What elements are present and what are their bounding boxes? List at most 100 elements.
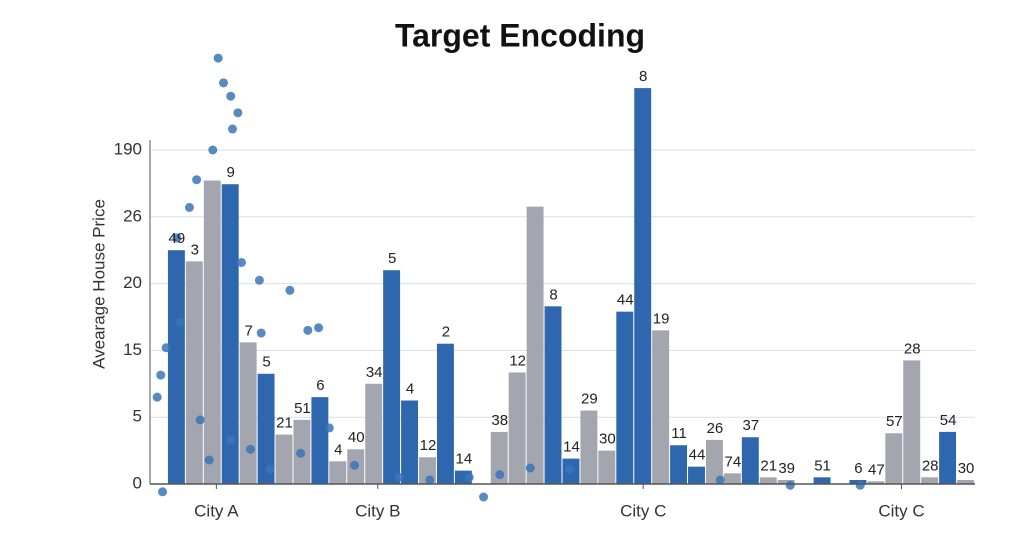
scatter-point: [226, 91, 236, 101]
bar: [670, 445, 688, 484]
bar: [688, 466, 705, 484]
bar-label: 29: [581, 390, 598, 407]
bar: [777, 479, 795, 484]
bar: [490, 431, 508, 484]
bar-label: 26: [707, 420, 724, 437]
scatter-point: [495, 470, 505, 480]
bar: [957, 479, 974, 484]
bar-label: 37: [742, 417, 759, 434]
scatter-point: [219, 78, 229, 88]
bar-label: 12: [509, 352, 526, 369]
bar: [275, 434, 293, 484]
bar-label: 47: [868, 461, 885, 478]
bar: [221, 184, 239, 484]
bar-label: 51: [814, 457, 831, 474]
bar: [329, 461, 347, 484]
scatter-point: [314, 323, 324, 333]
bar-label: 7: [244, 322, 252, 339]
bar: [759, 477, 777, 484]
bar-label: 8: [549, 286, 557, 303]
bar: [705, 439, 723, 484]
bar-label: 11: [671, 425, 687, 442]
y-tick-label: 20: [123, 273, 142, 292]
scatter-point: [184, 202, 194, 212]
bar-label: 6: [854, 460, 862, 477]
bar-label: 39: [778, 460, 795, 477]
bar-label: 3: [191, 241, 199, 258]
scatter-point: [285, 285, 295, 295]
bar: [185, 261, 203, 484]
scatter-point: [172, 233, 182, 243]
bar: [526, 206, 544, 485]
bar: [311, 397, 329, 484]
bar: [598, 450, 616, 484]
bar: [885, 433, 903, 484]
scatter-point: [245, 444, 255, 454]
scatter-point: [324, 423, 334, 433]
bar: [544, 306, 562, 484]
bar-label: 34: [366, 364, 383, 381]
bar: [634, 88, 652, 484]
bar: [365, 383, 383, 484]
bar: [383, 270, 401, 484]
scatter-point: [208, 145, 218, 155]
scatter-point: [394, 472, 404, 482]
bar: [867, 481, 885, 484]
scatter-point: [226, 435, 236, 445]
bar-label: 28: [922, 457, 939, 474]
scatter-point: [236, 257, 246, 267]
bar: [580, 410, 598, 484]
bar-label: 9: [227, 164, 235, 181]
bar: [652, 330, 670, 484]
scatter-point: [296, 448, 306, 458]
bar: [903, 360, 921, 484]
scatter-point: [175, 317, 185, 327]
scatter-point: [254, 275, 264, 285]
bar-label: 2: [442, 324, 450, 341]
scatter-point: [228, 124, 237, 134]
y-tick-label: 26: [123, 206, 142, 225]
bar: [723, 473, 741, 484]
bar-label: 38: [491, 412, 508, 429]
bar-label: 74: [725, 453, 742, 470]
scatter-point: [715, 475, 725, 485]
bar-label: 5: [388, 250, 396, 267]
bar: [401, 400, 419, 484]
bar: [167, 250, 185, 484]
bar: [436, 343, 454, 484]
bar-label: 30: [599, 431, 616, 448]
scatter-point: [265, 464, 275, 474]
scatter-point: [152, 392, 162, 402]
bar-label: 14: [563, 439, 580, 456]
scatter-point: [855, 480, 865, 490]
bar-label: 5: [262, 354, 270, 371]
bar-label: 4: [406, 380, 414, 397]
bar: [921, 477, 939, 484]
scatter-point: [213, 53, 223, 63]
scatter-point: [425, 475, 435, 485]
scatter-point: [233, 108, 243, 118]
scatter-point: [204, 455, 214, 465]
bar: [939, 431, 957, 484]
y-tick-label: 15: [123, 340, 142, 359]
y-tick-label: 5: [133, 407, 142, 426]
bar: [508, 372, 526, 484]
bar-label: 8: [639, 68, 647, 85]
x-tick-label: City C: [620, 501, 666, 520]
x-tick-label: City B: [355, 501, 400, 520]
scatter-point: [479, 492, 489, 502]
x-tick-label: City C: [878, 501, 924, 520]
bar-label: 12: [420, 437, 437, 454]
chart-title: Target Encoding: [395, 17, 645, 53]
bar-label: 21: [276, 415, 293, 432]
bar: [813, 477, 831, 484]
y-tick-label: 0: [133, 473, 142, 492]
x-tick-label: City A: [194, 501, 239, 520]
scatter-point: [156, 370, 166, 380]
scatter-point: [785, 480, 795, 490]
bar-label: 44: [617, 292, 634, 309]
bar-label: 40: [348, 429, 365, 446]
scatter-point: [256, 328, 266, 338]
